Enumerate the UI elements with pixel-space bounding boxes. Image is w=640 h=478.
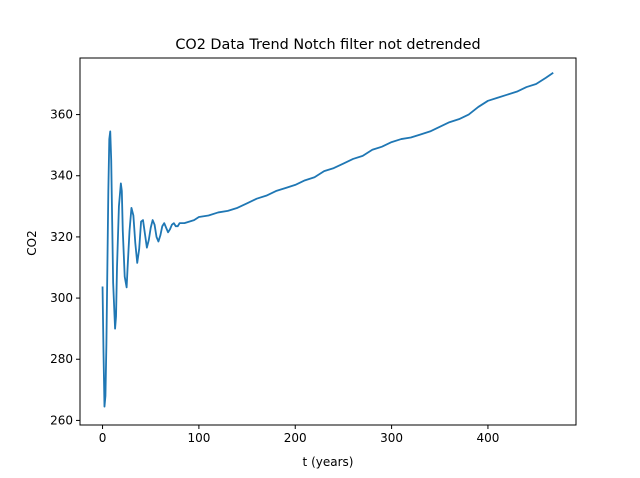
x-tick-label-1: 100	[187, 431, 210, 445]
series-line-0	[101, 72, 554, 408]
y-tick-label-0: 260	[50, 413, 73, 427]
x-tick-label-3: 300	[380, 431, 403, 445]
y-tick-label-3: 320	[50, 230, 73, 244]
plot-area: 0 100 200 300 400 260 280 300 320 340 360	[50, 57, 577, 445]
y-tick-label-1: 280	[50, 352, 73, 366]
x-tick-label-0: 0	[99, 431, 107, 445]
x-tick-label-2: 200	[284, 431, 307, 445]
y-axis-title: CO2	[25, 230, 39, 255]
x-tick-label-4: 400	[476, 431, 499, 445]
chart-title: CO2 Data Trend Notch filter not detrende…	[175, 37, 480, 53]
axes-frame	[79, 57, 577, 426]
y-tick-label-2: 300	[50, 291, 73, 305]
y-tick-label-5: 360	[50, 108, 73, 122]
x-axis-title: t (years)	[303, 455, 354, 469]
y-tick-label-4: 340	[50, 169, 73, 183]
